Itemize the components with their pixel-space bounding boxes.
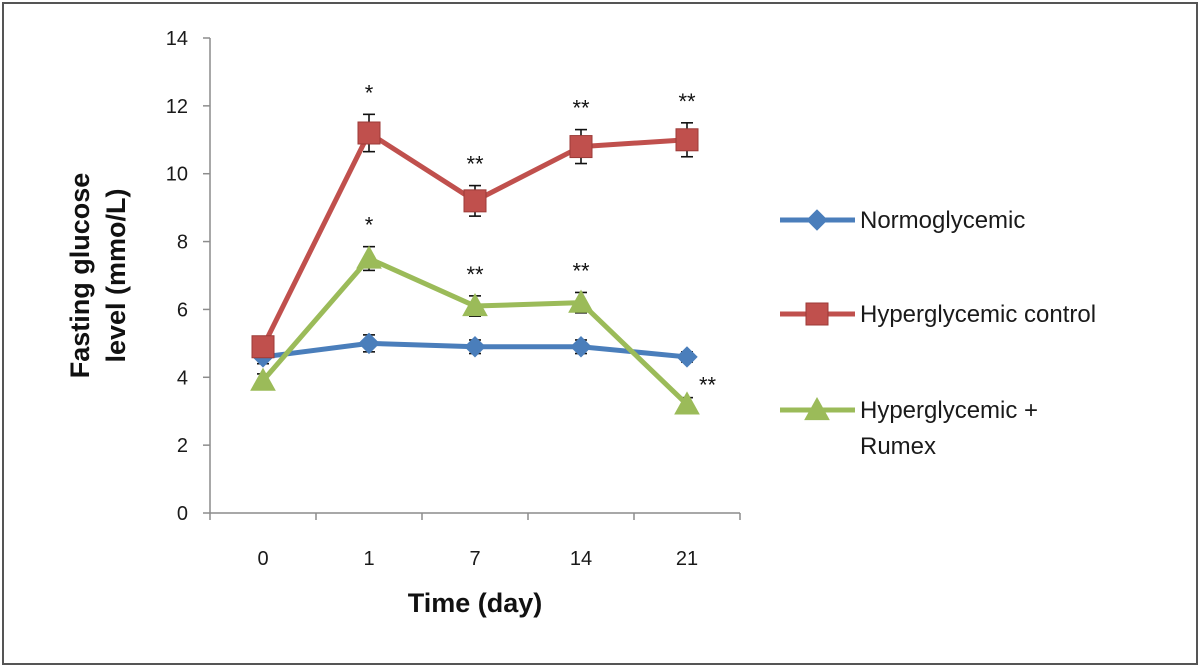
data-point xyxy=(356,245,382,269)
y-tick-label: 4 xyxy=(177,367,188,389)
legend-entry-0: Normoglycemic xyxy=(780,207,1025,234)
significance-label: ** xyxy=(466,152,484,177)
legend-marker xyxy=(804,396,830,421)
significance-label: * xyxy=(365,80,374,105)
data-point xyxy=(676,346,698,368)
y-tick-label: 10 xyxy=(166,164,188,186)
legend-label: Rumex xyxy=(860,433,936,460)
legend-label: Hyperglycemic control xyxy=(860,301,1096,328)
y-axis-title-line: Fasting glucose xyxy=(65,173,95,379)
significance-label: ** xyxy=(466,262,484,287)
significance-label: ** xyxy=(678,89,696,114)
x-tick-label: 14 xyxy=(570,548,592,570)
legend-label: Hyperglycemic + xyxy=(860,397,1038,424)
series-1: ***** ** xyxy=(251,80,699,359)
data-point xyxy=(251,335,275,359)
data-point xyxy=(462,293,488,317)
series-layer: ***** ***** **** xyxy=(250,80,717,415)
significance-label: ** xyxy=(572,258,590,283)
y-tick-label: 6 xyxy=(177,299,188,321)
data-point xyxy=(357,121,381,145)
series-0 xyxy=(252,332,698,368)
axes: 0 2 4 6 8 10 12 14 0 1 7 14 21 Time (day) Fasting gluc… xyxy=(65,28,741,618)
x-tick-label: 7 xyxy=(469,548,480,570)
legend-marker xyxy=(806,209,828,231)
significance-label: ** xyxy=(699,372,717,397)
y-tick-label: 0 xyxy=(177,503,188,525)
data-point xyxy=(463,189,487,213)
series-2: *** **** xyxy=(250,213,717,415)
y-tick-label: 8 xyxy=(177,232,188,254)
y-tick-label: 12 xyxy=(166,96,188,118)
significance-label: ** xyxy=(572,96,590,121)
data-point xyxy=(569,135,593,159)
data-point xyxy=(570,336,592,358)
y-axis-title: Fasting glucose level (mmo/L) xyxy=(65,173,131,379)
x-tick-label: 1 xyxy=(363,548,374,570)
data-point xyxy=(250,367,276,391)
x-tick-label: 21 xyxy=(676,548,698,570)
y-axis-title-line: level (mmo/L) xyxy=(101,188,131,362)
x-axis-title: Time (day) xyxy=(408,588,543,618)
x-tick-label: 0 xyxy=(257,548,268,570)
significance-label: * xyxy=(365,213,374,238)
legend-entry-1: Hyperglycemic control xyxy=(780,301,1096,328)
y-tick-label: 2 xyxy=(177,435,188,457)
y-tick-label: 14 xyxy=(166,28,188,50)
legend-label: Normoglycemic xyxy=(860,207,1025,234)
data-point xyxy=(674,391,700,415)
data-point xyxy=(568,289,594,313)
data-point xyxy=(675,128,699,152)
legend: Normoglycemic Hyperglycemic control Hyperg… xyxy=(780,207,1096,460)
legend-entry-2: Hyperglycemic + Rumex xyxy=(780,396,1038,460)
legend-marker xyxy=(805,302,829,326)
data-point xyxy=(358,332,380,355)
data-point xyxy=(464,336,486,358)
